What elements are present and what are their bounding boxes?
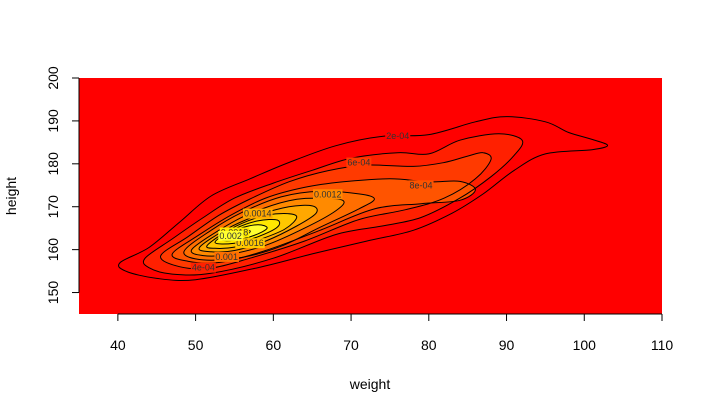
y-axis-title: height (3, 177, 19, 215)
x-tick-label: 80 (421, 337, 437, 353)
contour-label: 6e-04 (347, 158, 370, 168)
x-tick-label: 40 (110, 337, 126, 353)
contour-label-background (235, 238, 265, 249)
contour-label-background (243, 208, 273, 219)
x-tick-label: 100 (573, 337, 597, 353)
x-tick-label: 110 (651, 337, 674, 353)
contour-label: 2e-04 (386, 131, 409, 141)
contour-label-background (218, 230, 243, 241)
y-tick-label: 160 (45, 238, 61, 262)
x-axis: 40 50 60 70 80 90 100 110 (110, 313, 674, 353)
contour-label-background (346, 157, 372, 168)
contour-label-background (408, 180, 434, 191)
contour-line-1 (118, 116, 609, 281)
contour-labels: 2e-04 4e-04 6e-04 8e-04 0.001 0.0012 0.0014 0.0… (190, 130, 434, 273)
contour-label-background (385, 130, 411, 141)
y-tick-label: 170 (45, 195, 61, 219)
x-axis-title: weight (349, 376, 391, 392)
contour-line-5 (183, 190, 375, 261)
x-tick-label: 50 (188, 337, 204, 353)
contour-label: 0.0014 (244, 209, 272, 219)
contour-line-8 (206, 213, 298, 249)
y-axis: 150 160 170 180 190 200 (45, 66, 80, 305)
contour-label: 0.0012 (314, 189, 342, 199)
contour-label: 0.002 (219, 231, 242, 241)
contour-label: 0.001 (215, 252, 238, 262)
y-tick-label: 150 (45, 281, 61, 305)
contour-line-7 (198, 204, 318, 253)
contour-line-3 (160, 152, 492, 270)
y-tick-label: 180 (45, 152, 61, 176)
y-tick-label: 200 (45, 66, 61, 90)
x-tick-label: 70 (343, 337, 359, 353)
x-tick-label: 60 (266, 337, 282, 353)
contour-label-background (312, 189, 343, 200)
y-tick-label: 190 (45, 109, 61, 133)
contour-label-background (190, 262, 216, 273)
contour-line-2 (142, 133, 524, 276)
x-tick-label: 90 (499, 337, 515, 353)
contour-label: 4e-04 (192, 263, 215, 273)
contour-label: 0.0016 (236, 238, 264, 248)
contour-label-background (214, 251, 239, 262)
contour-label: 8e-04 (410, 180, 433, 190)
contour-line-4 (171, 178, 476, 264)
